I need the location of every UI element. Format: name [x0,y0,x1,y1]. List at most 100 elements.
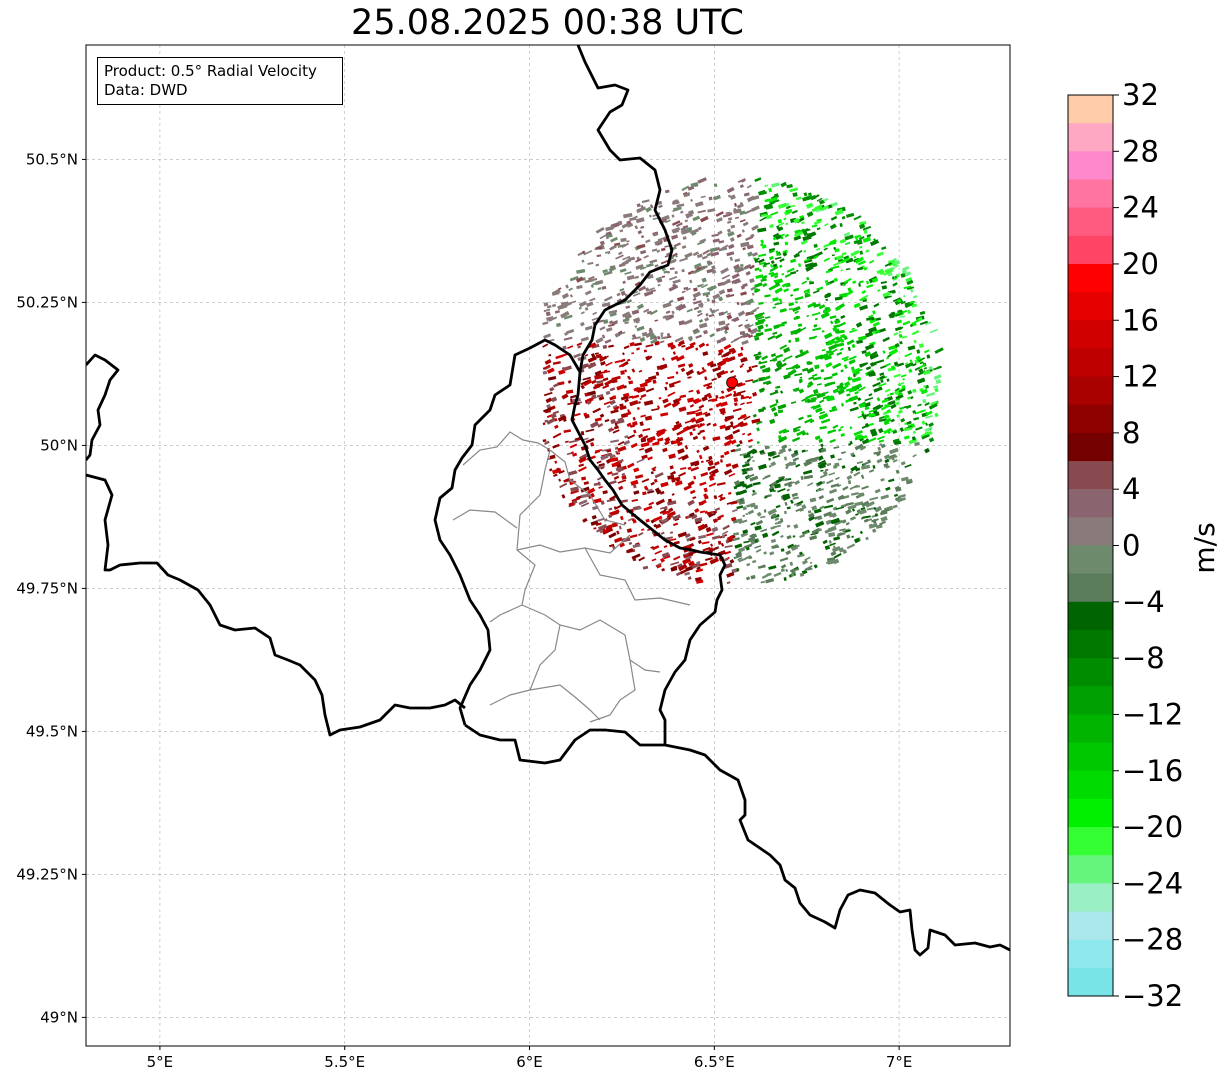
velocity-gate [684,219,689,223]
velocity-gate [923,367,928,370]
velocity-gate [690,182,699,188]
velocity-gate [828,513,835,518]
velocity-gate [725,293,731,298]
velocity-gate [726,314,733,320]
velocity-gate [726,387,731,392]
velocity-gate [760,239,765,244]
velocity-gate [719,407,726,412]
velocity-gate [793,425,801,431]
radar-site-marker[interactable] [726,376,738,389]
velocity-gate [592,407,602,414]
velocity-gate [619,542,626,548]
velocity-gate [788,302,795,307]
velocity-gate [866,370,875,376]
velocity-gate [639,382,648,388]
velocity-gate [772,331,778,335]
velocity-gate [591,317,599,321]
velocity-gate [862,462,867,466]
velocity-gate [689,536,696,542]
velocity-gate [853,255,857,259]
velocity-gate [886,378,890,382]
velocity-gate [707,208,716,213]
velocity-gate [832,429,836,432]
velocity-gate [552,410,560,415]
velocity-gate [628,380,634,385]
velocity-gate [790,570,797,575]
velocity-gate [785,550,792,556]
velocity-gate [661,336,667,340]
velocity-gate [664,386,668,391]
velocity-gate [734,543,743,549]
velocity-gate [797,250,803,254]
velocity-gate [811,311,821,317]
velocity-gate [555,354,564,360]
velocity-gate [868,437,877,443]
velocity-gate [569,480,576,486]
velocity-gate [924,349,930,354]
velocity-gate [832,261,842,267]
velocity-gate [812,527,821,534]
velocity-gate [753,334,761,338]
velocity-gate [787,448,792,452]
velocity-gate [578,499,588,506]
velocity-gate [840,268,844,272]
velocity-gate [657,278,663,283]
velocity-gate [795,269,799,273]
map-area[interactable] [86,45,1010,1046]
velocity-gate [841,251,847,256]
velocity-gate [670,470,677,476]
velocity-gate [619,403,624,408]
velocity-gate [742,221,749,227]
velocity-gate [806,231,817,239]
velocity-gate [889,392,895,396]
velocity-gate [845,521,850,526]
velocity-gate [561,292,570,300]
velocity-gate [795,508,801,512]
velocity-gate [611,375,621,381]
colorbar-bin [1068,320,1113,349]
velocity-gate [769,551,775,556]
velocity-gate [846,474,853,481]
velocity-gate [615,466,622,472]
x-axis-longitude: 5°E 5.5°E 6°E 6.5°E 7°E [147,1046,912,1071]
velocity-gate [585,437,595,444]
velocity-gate [742,514,746,517]
velocity-gate [757,351,762,356]
velocity-gate [820,469,824,472]
velocity-gate [717,348,724,354]
velocity-gate [853,373,856,378]
velocity-gate [698,201,703,206]
colorbar [1067,94,1114,997]
velocity-gate [823,511,833,518]
velocity-gate [640,441,650,448]
velocity-gate [595,227,605,234]
velocity-gate [602,269,608,274]
velocity-gate [618,458,624,464]
velocity-gate [678,339,685,345]
velocity-gate [760,452,766,456]
velocity-gate [762,282,768,288]
velocity-gate [732,316,740,323]
velocity-gate [579,401,583,404]
velocity-gate [859,403,866,409]
velocity-gate [835,506,845,510]
velocity-gate [777,487,786,493]
velocity-gate [703,382,713,387]
velocity-gate [641,478,650,483]
velocity-gate [905,404,912,409]
product-label: Product: 0.5° Radial Velocity [104,62,317,80]
velocity-gate [733,485,738,490]
velocity-gate [865,249,870,253]
velocity-gate [559,482,568,489]
velocity-gate [848,288,853,293]
velocity-gate [563,336,573,341]
velocity-gate [830,483,840,488]
velocity-gate [751,195,760,201]
velocity-gate [582,250,586,255]
velocity-gate [720,542,725,547]
velocity-gate [640,225,645,229]
velocity-gate [610,409,619,414]
velocity-gate [631,517,635,522]
velocity-gate [812,404,822,410]
velocity-gate [694,266,698,270]
